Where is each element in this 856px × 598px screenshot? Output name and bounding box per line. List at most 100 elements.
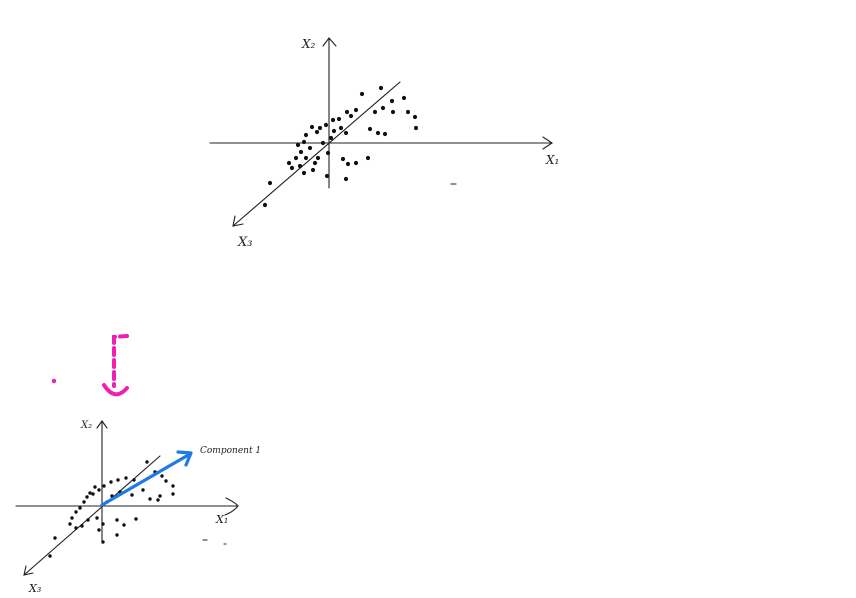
bottom-scatter-point-33 [110, 494, 114, 498]
bottom-scatter-point-10 [124, 476, 128, 480]
bottom-scatter-point-16 [85, 495, 89, 499]
top-scatter-point-4 [412, 114, 418, 120]
top-scatter-point-31 [343, 130, 349, 136]
top-scatter-point-43 [267, 180, 273, 186]
transition-arrow [51, 334, 129, 397]
top-scatter-point-6 [372, 109, 378, 115]
top-scatter-point-12 [323, 122, 329, 128]
top-scatter-point-8 [359, 91, 365, 97]
top-scatter-point-30 [338, 125, 344, 131]
bottom-scatter-point-14 [97, 488, 101, 492]
bottom-scatter-point-26 [101, 522, 105, 526]
bottom-scatter-point-6 [158, 494, 162, 498]
top-scatter-point-29 [331, 128, 337, 134]
top-scatter-point-36 [382, 131, 388, 137]
bottom-scatter-point-31 [130, 493, 134, 497]
top-scatter-point-33 [345, 161, 351, 167]
arrow-down-icon [102, 383, 129, 397]
top-x1-label: X₁ [545, 153, 559, 167]
bottom-x3-axis [23, 455, 161, 576]
top-scatter-point-48 [314, 129, 320, 135]
top-scatter-point-38 [367, 126, 373, 132]
bottom-x2-arrowhead [96, 420, 108, 429]
bottom-scatter-point-11 [116, 478, 120, 482]
top-scatter-point-25 [315, 155, 321, 161]
top-scatter-point-2 [401, 95, 407, 101]
top-x2-label: X₂ [301, 37, 316, 51]
bottom-scatter-point-2 [160, 474, 164, 478]
bottom-x1-label: X₁ [215, 513, 228, 526]
bottom-diagram: X₁ X₂ X₃ Component 1 [15, 420, 261, 595]
bottom-scatter-point-29 [122, 523, 126, 527]
top-scatter-point-39 [413, 125, 419, 131]
bottom-scatter-points [48, 460, 175, 558]
bottom-scatter-point-21 [68, 522, 72, 526]
top-scatter-point-5 [390, 109, 396, 115]
top-x2-arrowhead [322, 37, 337, 47]
bottom-scatter-point-18 [78, 506, 82, 510]
top-scatter-point-22 [297, 163, 303, 169]
top-scatter-point-0 [378, 85, 384, 91]
top-diagram: X₁ X₂ X₃ [209, 37, 559, 250]
bottom-scatter-point-36 [101, 540, 105, 544]
bottom-scatter-point-3 [164, 479, 168, 483]
top-scatter-point-40 [324, 173, 330, 179]
top-scatter-point-7 [380, 105, 386, 111]
bottom-scatter-point-37 [53, 536, 57, 540]
bottom-scatter-point-13 [102, 484, 106, 488]
top-scatter-point-26 [325, 150, 331, 156]
bottom-scatter-point-41 [93, 485, 97, 489]
dashed-arrow-shaft [112, 334, 129, 388]
bottom-scatter-point-15 [91, 492, 95, 496]
bottom-scatter-point-4 [171, 484, 175, 488]
bottom-x1-arrowhead [224, 497, 239, 516]
top-scatter-point-13 [317, 125, 323, 131]
top-scatter-point-49 [295, 142, 301, 148]
top-scatter-point-44 [262, 202, 268, 208]
top-scatter-point-20 [286, 160, 292, 166]
bottom-scatter-point-35 [115, 533, 119, 537]
bottom-scatter-point-12 [109, 480, 113, 484]
top-scatter-point-47 [303, 155, 309, 161]
bottom-scatter-point-5 [171, 492, 175, 496]
top-scatter-point-15 [303, 132, 309, 138]
bottom-scatter-point-20 [70, 516, 74, 520]
bottom-scatter-point-17 [82, 500, 86, 504]
top-x1-arrowhead [542, 136, 553, 150]
bottom-scatter-point-25 [95, 516, 99, 520]
top-scatter-point-34 [353, 160, 359, 166]
top-scatter-point-32 [340, 156, 346, 162]
top-scatter-point-17 [307, 145, 313, 151]
top-scatter-point-37 [375, 130, 381, 136]
top-x3-axis [232, 81, 401, 227]
top-scatter-points [262, 85, 419, 208]
top-scatter-point-1 [389, 98, 395, 104]
bottom-scatter-point-19 [74, 510, 78, 514]
bottom-scatter-point-8 [141, 488, 145, 492]
top-x3-label: X₃ [237, 235, 252, 250]
bottom-scatter-point-7 [148, 497, 152, 501]
top-scatter-point-24 [312, 160, 318, 166]
top-scatter-point-42 [310, 167, 316, 173]
bottom-x3-arrowhead [23, 565, 34, 576]
top-scatter-point-27 [320, 140, 326, 146]
bottom-x3-label: X₃ [28, 582, 41, 595]
top-scatter-point-46 [336, 116, 342, 122]
bottom-scatter-point-22 [74, 526, 78, 530]
top-scatter-point-10 [353, 107, 359, 113]
top-scatter-point-23 [301, 170, 307, 176]
bottom-scatter-point-9 [132, 478, 136, 482]
bottom-scatter-point-27 [97, 528, 101, 532]
bottom-scatter-point-38 [48, 554, 52, 558]
component-1-vector [100, 452, 192, 507]
top-scatter-point-18 [298, 149, 304, 155]
top-scatter-point-14 [309, 124, 315, 130]
top-x3-arrowhead [232, 215, 244, 227]
top-scatter-point-41 [343, 176, 349, 182]
top-scatter-point-21 [289, 165, 295, 171]
top-scatter-point-11 [330, 117, 336, 123]
bottom-scatter-point-40 [88, 491, 92, 495]
bottom-scatter-point-39 [156, 498, 160, 502]
top-scatter-point-3 [405, 109, 411, 115]
